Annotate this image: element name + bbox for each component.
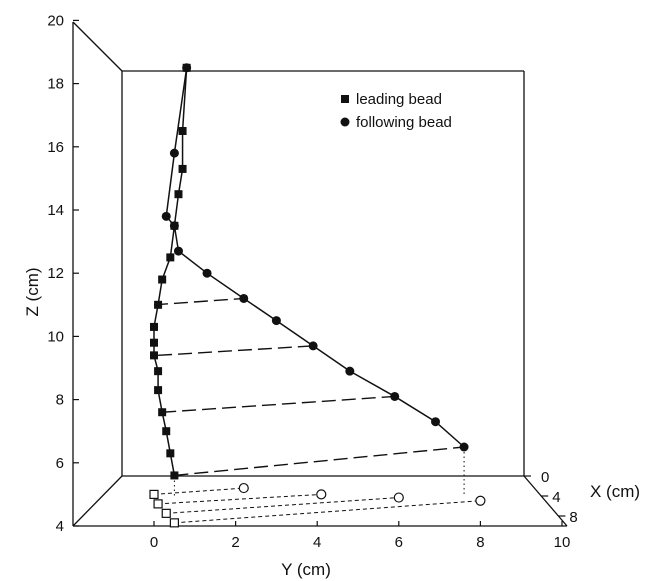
data-point — [173, 246, 183, 256]
x-tick-label: 0 — [150, 534, 158, 551]
data-point — [154, 300, 163, 309]
depth-tick-label: 4 — [552, 489, 560, 506]
depth-axis-label: X (cm) — [590, 482, 640, 501]
y-tick-label: 12 — [47, 265, 64, 282]
depth-tick-label: 0 — [541, 469, 549, 486]
floor-follow-marker — [475, 495, 486, 506]
series-following-bead — [161, 63, 469, 452]
y-tick-label: 4 — [56, 518, 64, 535]
y-tick-label: 18 — [47, 76, 64, 93]
x-axis-ticks: 0 2 4 6 8 10 — [150, 521, 571, 551]
top-left-depth-edge — [72, 21, 123, 72]
legend: leading bead following bead — [340, 91, 452, 131]
legend-label-leading: leading bead — [356, 91, 442, 108]
legend-marker-leading — [341, 95, 349, 103]
data-point — [154, 386, 163, 395]
y-tick-label: 16 — [47, 139, 64, 156]
data-point — [271, 316, 281, 326]
dashed-link — [162, 395, 395, 413]
data-point — [431, 417, 441, 427]
x-tick-label: 8 — [476, 534, 484, 551]
data-point — [169, 221, 179, 231]
x-tick-label: 6 — [395, 534, 403, 551]
data-point — [166, 449, 175, 458]
floor-link — [174, 500, 481, 524]
floor-follow-marker — [316, 489, 327, 500]
data-point — [182, 63, 192, 73]
floor-lead-marker — [149, 489, 159, 499]
data-point — [308, 341, 318, 351]
floor-lead-marker — [153, 499, 163, 509]
data-point — [178, 164, 187, 173]
data-point — [169, 148, 179, 158]
data-point — [150, 322, 158, 331]
data-point — [202, 268, 212, 278]
floor-link — [158, 493, 322, 505]
data-point — [158, 408, 167, 417]
floor-lead-marker — [169, 518, 179, 528]
data-point — [162, 427, 171, 436]
x-tick-label: 10 — [554, 534, 571, 551]
floor-follow-marker — [238, 482, 249, 494]
x-tick-label: 2 — [231, 534, 239, 551]
data-point — [390, 391, 400, 401]
x-tick-label: 4 — [313, 534, 321, 551]
bottom-right-depth-edge — [523, 475, 568, 527]
data-point — [239, 293, 249, 303]
series-leading-bead — [150, 63, 191, 480]
floor-link — [166, 497, 399, 514]
y-tick-label: 6 — [56, 455, 64, 472]
depth-axis-ticks: 048 — [524, 469, 578, 526]
dashed-link — [158, 345, 314, 357]
bottom-left-depth-edge — [72, 475, 123, 527]
y-axis-ticks: 4 6 8 10 12 14 16 18 20 — [47, 12, 79, 535]
y-tick-label: 8 — [56, 392, 64, 409]
data-point — [150, 338, 158, 347]
data-point — [158, 275, 167, 284]
y-tick-label: 20 — [47, 12, 64, 29]
data-point — [345, 366, 355, 376]
data-point — [459, 442, 469, 452]
legend-marker-following — [340, 117, 350, 127]
data-point — [154, 367, 163, 376]
data-point — [166, 253, 175, 262]
y-tick-label: 14 — [47, 202, 64, 219]
depth-tick-label: 8 — [569, 509, 577, 526]
plot-frame — [72, 21, 568, 527]
data-point — [170, 471, 179, 480]
legend-label-following: following bead — [356, 114, 452, 131]
y-axis-label: Z (cm) — [23, 267, 42, 316]
x-axis-label: Y (cm) — [281, 560, 331, 579]
dashed-link — [174, 446, 465, 477]
floor-lead-marker — [161, 508, 171, 518]
floor-projection — [149, 452, 486, 528]
dashed-links — [153, 297, 465, 477]
floor-link — [153, 487, 244, 495]
data-point — [178, 127, 187, 135]
y-tick-label: 10 — [47, 328, 64, 345]
data-point — [174, 190, 183, 199]
dashed-link — [153, 297, 244, 306]
data-point — [161, 211, 171, 221]
floor-follow-marker — [393, 492, 404, 503]
data-point — [150, 351, 158, 360]
